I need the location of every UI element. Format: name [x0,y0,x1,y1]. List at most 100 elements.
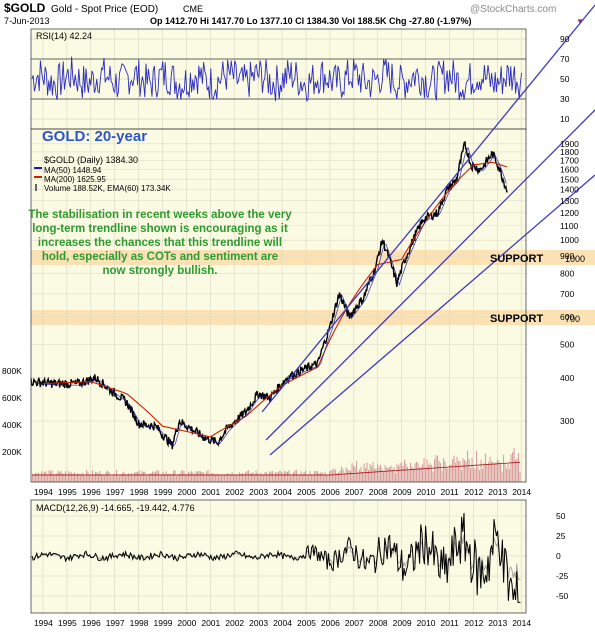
trendline-middle [265,109,595,441]
volume-bar [237,475,239,482]
volume-bar [143,472,145,482]
volume-bar [276,472,278,482]
volume-bar [449,465,451,482]
rsi-line [31,56,523,102]
volume-bar [179,474,181,482]
macd-border [30,499,527,614]
volume-bar [108,472,110,482]
rsi-layer [31,56,523,102]
volume-bar [195,471,197,482]
volume-bar [207,470,209,482]
volume-bar [165,471,167,482]
support-band-1000 [31,250,595,265]
volume-bar [474,468,476,482]
volume-bar [368,469,370,482]
volume-bar [461,469,463,482]
volume-bar [413,469,415,482]
x-tick-label: 1994 [34,487,53,497]
volume-bar [426,459,428,482]
volume-bar [491,461,493,482]
volume-bar [129,475,131,482]
volume-bar [125,475,127,482]
volume-bar [71,472,73,482]
volume-bar [290,476,292,482]
volume-bar [50,471,52,482]
volume-bar [224,475,226,482]
chart-symbol: $GOLD [4,1,46,15]
annotation-line-2: long-term trendline shown is encouraging… [32,223,288,235]
volume-bar [285,471,287,482]
volume-bar [473,467,475,482]
x-tick-label: 2007 [345,487,364,497]
volume-bar [240,474,242,482]
volume-bar [465,461,467,482]
volume-bar [116,470,118,482]
price-tick-label: 1600 [560,165,579,175]
volume-bar [86,470,88,482]
volume-bar [170,474,172,482]
price-tick-label: 1200 [560,208,579,218]
volume-bar [246,471,248,482]
volume-bar [102,475,104,482]
x-tick-label: 2001 [201,487,220,497]
volume-bar [75,475,77,482]
volume-bar [323,475,325,482]
volume-bar [56,473,58,482]
volume-bar [443,458,445,482]
x-tick-label-bottom: 2013 [488,618,507,628]
volume-bar [485,453,487,482]
volume-bar [504,464,506,482]
x-tick-label: 1995 [58,487,77,497]
volume-tick-label: 200K [2,447,22,457]
volume-bar [342,469,344,482]
volume-bar [282,473,284,482]
price-tick-label: 1700 [560,155,579,165]
support-label-700: SUPPORT [490,313,543,325]
x-tick-label-bottom: 1996 [82,618,101,628]
volume-bar [149,474,151,482]
volume-bar [66,475,68,482]
trendline-lower [269,174,595,456]
volume-bar [95,471,97,482]
volume-bar [416,461,418,482]
volume-bar [155,471,157,482]
annotation-line-5: now strongly bullish. [103,265,218,277]
volume-bar [377,463,379,482]
volume-bar [203,472,205,482]
volume-bar [260,473,262,482]
volume-bar [47,475,49,482]
volume-bar [392,469,394,482]
volume-bar [500,463,502,482]
volume-bar [294,470,296,482]
volume-tick-label: 400K [2,420,22,430]
volume-bar [48,470,50,482]
volume-bar [126,474,128,482]
volume-bar [183,471,185,482]
volume-bar [113,474,115,482]
volume-bar [206,471,208,482]
volume-bar [512,452,514,482]
volume-bar [267,474,269,482]
volume-bar [498,461,500,482]
volume-bar [305,470,307,482]
x-tick-label: 2009 [393,487,412,497]
volume-bar [245,472,247,482]
x-tick-label-bottom: 1997 [106,618,125,628]
volume-bar [336,473,338,482]
volume-bar [210,473,212,482]
ma200-swatch [34,176,42,178]
annotation-line-3: increases the chances that this trendlin… [38,237,282,249]
trendlines [261,4,595,456]
volume-bar [441,471,443,482]
volume-bar [438,460,440,482]
volume-bar [384,465,386,482]
volume-bar [414,463,416,482]
x-tick-label-bottom: 1998 [130,618,149,628]
macd-tick-label: -50 [556,591,569,601]
volume-bar [53,474,55,482]
volume-bar [134,472,136,482]
x-tick-label-bottom: 2010 [417,618,436,628]
chart-date: 7-Jun-2013 [4,16,50,26]
support-band-700 [31,310,595,325]
